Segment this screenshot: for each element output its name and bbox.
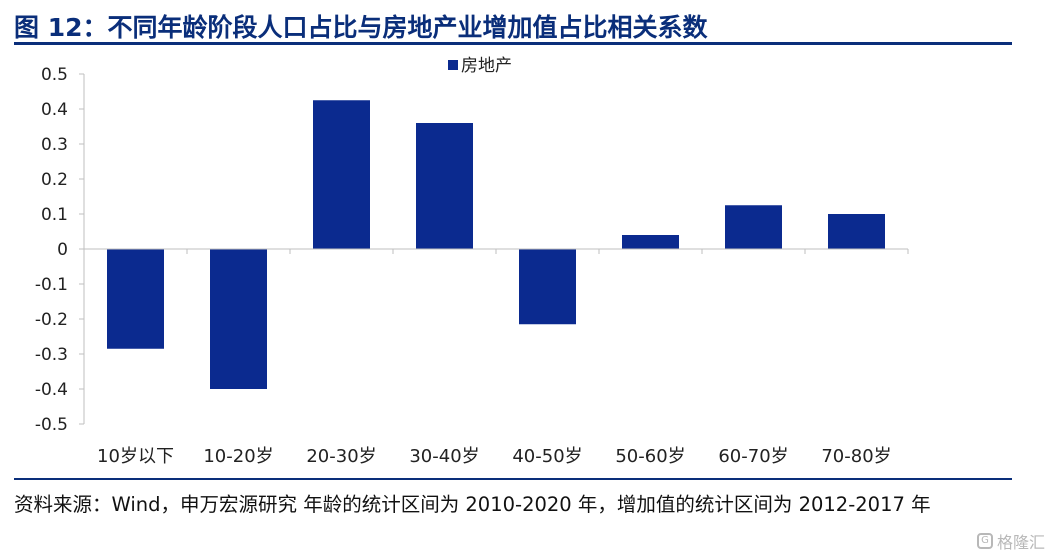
legend-label: 房地产 (461, 56, 512, 76)
bar-1 (107, 249, 164, 349)
y-tick-label: -0.4 (35, 380, 68, 400)
y-tick-label: -0.2 (35, 310, 68, 330)
bar-5 (519, 249, 576, 325)
x-tick-label: 50-60岁 (615, 446, 685, 467)
x-tick-label: 10-20岁 (203, 446, 273, 467)
correlation-bar-chart: 0.5 0.4 0.3 0.2 0.1 0 -0.1 -0.2 -0.3 -0.4 -0.5 10岁… (35, 56, 909, 467)
watermark-text: 格隆汇 (996, 533, 1045, 552)
y-axis: 0.5 0.4 0.3 0.2 0.1 0 -0.1 -0.2 -0.3 -0.4 -0.5 (35, 65, 85, 435)
watermark: G 格隆汇 (976, 529, 1045, 553)
x-tick-label: 70-80岁 (821, 446, 891, 467)
y-tick-label: 0.5 (41, 65, 68, 85)
x-tick-label: 60-70岁 (718, 446, 788, 467)
y-tick-label: 0.4 (41, 100, 68, 120)
y-tick-label: 0.1 (41, 205, 68, 225)
legend-swatch (448, 60, 458, 70)
bars-group (107, 100, 885, 389)
x-tick-label: 20-30岁 (306, 446, 376, 467)
x-axis: 10岁以下 10-20岁 20-30岁 30-40岁 40-50岁 50-60岁 60-70… (83, 248, 909, 467)
x-tick-label: 40-50岁 (512, 446, 582, 467)
x-tick-label: 30-40岁 (409, 446, 479, 467)
watermark-logo-icon: G (976, 533, 993, 549)
legend: 房地产 (448, 56, 512, 76)
figure-title: 图 12：不同年龄阶段人口占比与房地产业增加值占比相关系数 (14, 13, 708, 42)
bar-6 (622, 235, 679, 249)
bar-3 (313, 100, 370, 249)
bar-7 (725, 205, 782, 249)
y-tick-label: -0.1 (35, 275, 68, 295)
x-tick-label: 10岁以下 (97, 446, 174, 467)
source-note: 资料来源：Wind，申万宏源研究 年龄的统计区间为 2010-2020 年，增加… (14, 493, 931, 516)
title-divider (14, 42, 1012, 45)
y-tick-label: -0.5 (35, 415, 68, 435)
bar-8 (828, 214, 885, 249)
y-tick-label: 0.3 (41, 135, 68, 155)
y-tick-label: -0.3 (35, 345, 68, 365)
y-tick-label: 0.2 (41, 170, 68, 190)
bar-4 (416, 123, 473, 249)
y-tick-label: 0 (57, 240, 68, 260)
source-divider (14, 478, 1012, 480)
bar-2 (210, 249, 267, 389)
